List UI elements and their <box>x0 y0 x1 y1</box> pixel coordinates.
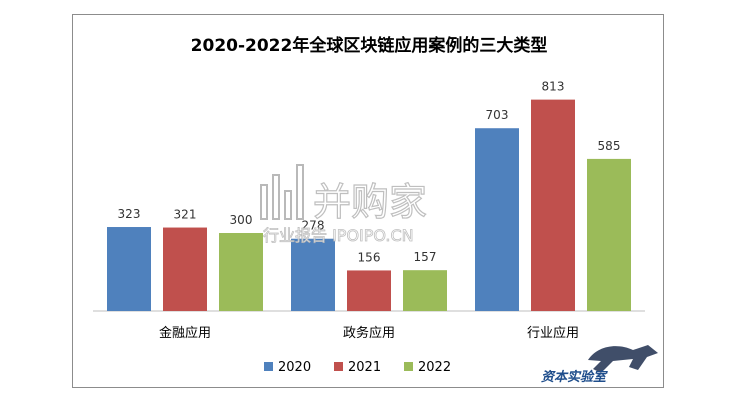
leopard-icon <box>588 345 658 373</box>
bars-group: 323 321 300 278 156 157 703 813 585 <box>107 80 631 312</box>
legend-swatch-2020 <box>264 362 273 371</box>
data-label-2020-0: 323 <box>118 207 141 221</box>
category-label-0: 金融应用 <box>159 325 211 341</box>
legend-label-2020: 2020 <box>278 360 311 375</box>
bar-2020-0 <box>107 227 151 311</box>
legend: 2020 2021 2022 <box>264 360 451 375</box>
data-label-2022-2: 585 <box>598 139 621 153</box>
watermark-logo-icon <box>260 164 304 220</box>
legend-swatch-2021 <box>334 362 343 371</box>
logo: 资本实验室 <box>541 345 658 385</box>
logo-text: 资本实验室 <box>541 369 608 385</box>
data-label-2021-0: 321 <box>174 208 197 222</box>
data-label-2021-2: 813 <box>542 80 565 94</box>
legend-label-2022: 2022 <box>418 360 451 375</box>
category-label-2: 行业应用 <box>527 325 579 341</box>
bar-2022-0 <box>219 233 263 311</box>
data-label-2020-2: 703 <box>486 108 509 122</box>
watermark: 并购家 行业报告 IPOIPO.CN <box>260 164 428 245</box>
category-labels: 金融应用 政务应用 行业应用 <box>159 325 579 341</box>
bar-2021-2 <box>531 99 575 312</box>
watermark-sub: 行业报告 IPOIPO.CN <box>263 226 414 245</box>
data-label-2020-1: 278 <box>302 219 325 233</box>
chart-svg: 2020-2022年全球区块链应用案例的三大类型 323 321 300 278 156… <box>93 35 658 385</box>
bar-2020-1 <box>291 238 335 311</box>
bar-2022-1 <box>403 270 447 311</box>
bar-2021-1 <box>347 270 391 311</box>
data-label-2022-0: 300 <box>230 213 253 227</box>
data-label-2021-1: 156 <box>358 250 381 264</box>
data-label-2022-1: 157 <box>414 250 437 264</box>
chart-title: 2020-2022年全球区块链应用案例的三大类型 <box>191 35 548 56</box>
bar-2020-2 <box>475 128 519 311</box>
watermark-main: 并购家 <box>313 180 427 224</box>
bar-2022-2 <box>587 158 631 311</box>
legend-label-2021: 2021 <box>348 360 381 375</box>
category-label-1: 政务应用 <box>343 325 395 341</box>
bar-2021-0 <box>163 227 207 311</box>
chart-frame: 2020-2022年全球区块链应用案例的三大类型 323 321 300 278 156… <box>72 14 664 388</box>
legend-swatch-2022 <box>404 362 413 371</box>
